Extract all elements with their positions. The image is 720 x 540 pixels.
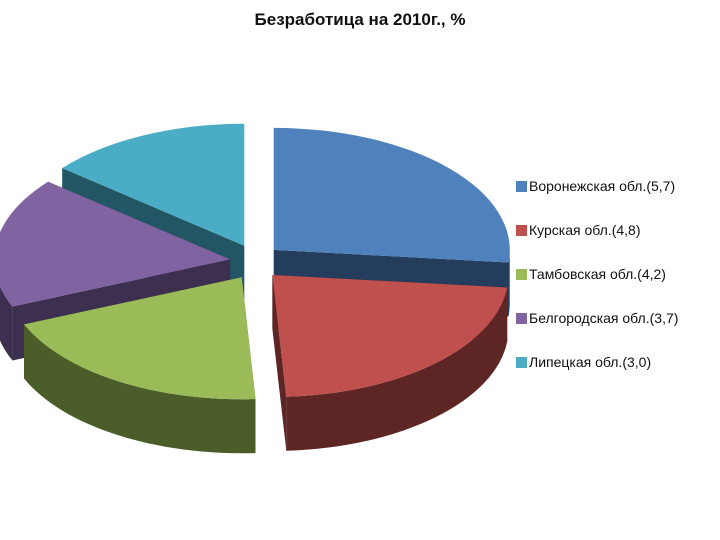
legend-swatch: [516, 312, 527, 324]
pie-slice-2: [272, 275, 508, 397]
chart-legend: Воронежская обл.(5,7) Курская обл.(4,8) …: [516, 176, 678, 396]
legend-label: Курская обл.(4,8): [529, 222, 641, 238]
pie-slice-4: [0, 181, 231, 307]
legend-label: Воронежская обл.(5,7): [529, 178, 676, 194]
legend-item-lipetsk: Липецкая обл.(3,0): [516, 352, 678, 372]
legend-label: Белгородская обл.(3,7): [529, 310, 679, 326]
legend-swatch: [516, 224, 527, 236]
pie-slice-wall: [272, 275, 287, 451]
pie-slice-side: [0, 286, 13, 361]
legend-label: Липецкая обл.(3,0): [529, 354, 652, 370]
legend-item-kursk: Курская обл.(4,8): [516, 220, 678, 240]
pie-slice-3: [24, 277, 256, 400]
legend-swatch: [516, 356, 527, 368]
pie-slice-side: [286, 287, 508, 451]
chart-title: Безработица на 2010г., %: [254, 10, 466, 29]
pie-slice-side: [24, 324, 256, 454]
legend-item-belgorod: Белгородская обл.(3,7): [516, 308, 678, 328]
legend-item-tambov: Тамбовская обл.(4,2): [516, 264, 678, 284]
legend-item-voronezh: Воронежская обл.(5,7): [516, 176, 678, 196]
legend-label: Тамбовская обл.(4,2): [529, 266, 666, 282]
pie-slice-1: [273, 127, 510, 263]
pie-slice-5: [62, 123, 245, 246]
legend-swatch: [516, 268, 527, 280]
pie-slice-side: [508, 249, 510, 317]
legend-swatch: [516, 180, 527, 192]
